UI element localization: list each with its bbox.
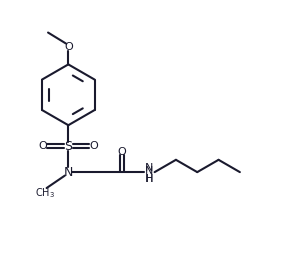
Text: N: N [64,166,73,179]
Text: CH$_3$: CH$_3$ [35,186,55,200]
Text: O: O [38,141,47,151]
Text: N: N [145,166,154,176]
Text: S: S [64,140,72,152]
Text: H: H [146,174,153,184]
Text: O: O [90,141,98,151]
Text: N
H: N H [145,163,154,184]
Text: O: O [117,147,126,157]
Text: O: O [64,42,73,52]
